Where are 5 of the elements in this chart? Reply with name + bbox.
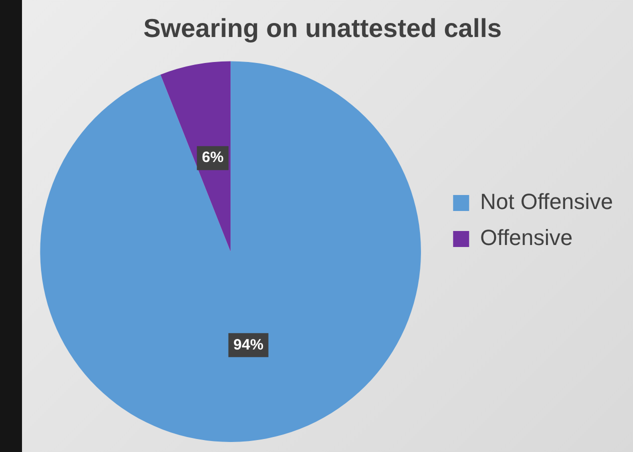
chart-title: Swearing on unattested calls	[143, 12, 502, 43]
data-label: 6%	[202, 149, 224, 166]
legend-label: Not Offensive	[480, 189, 614, 214]
legend-label: Offensive	[480, 225, 573, 250]
data-label: 94%	[233, 336, 264, 354]
